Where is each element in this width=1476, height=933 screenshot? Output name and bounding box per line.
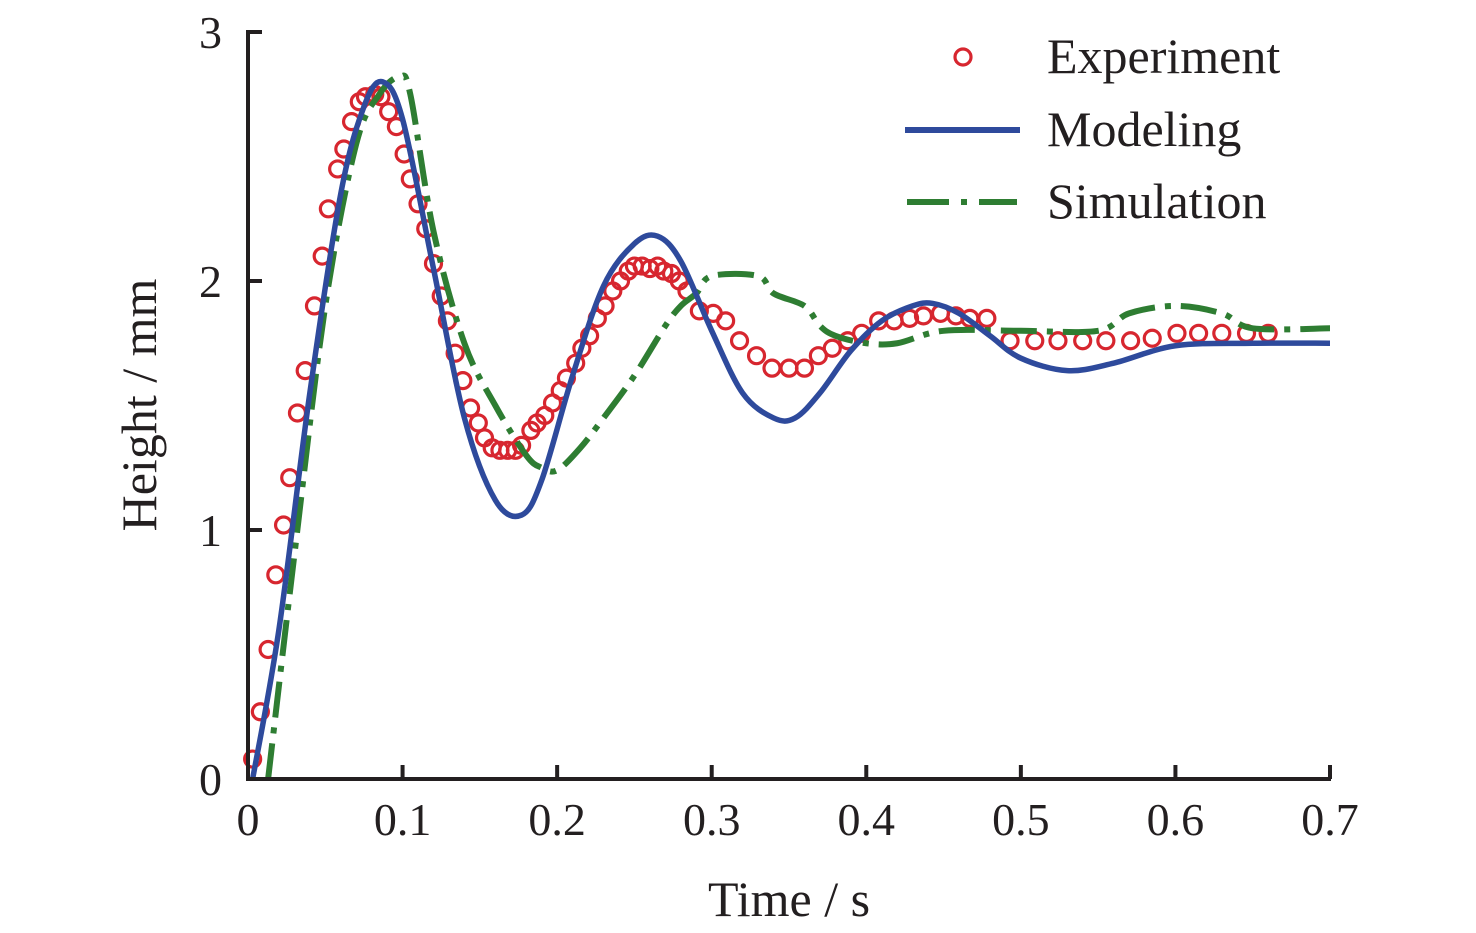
- experiment-point: [1073, 331, 1093, 351]
- y-tick-label: 1: [199, 505, 222, 556]
- x-tick-label: 0.2: [528, 794, 586, 845]
- legend-label-simulation: Simulation: [1047, 173, 1266, 229]
- y-ticks: 0 1 2 3: [199, 7, 262, 805]
- series-simulation: [265, 72, 1331, 780]
- y-tick-label: 2: [199, 256, 222, 307]
- x-tick-label: 0.6: [1147, 794, 1205, 845]
- x-tick-label: 0: [237, 794, 260, 845]
- experiment-point: [794, 358, 815, 378]
- series-modeling: [249, 78, 1331, 780]
- experiment-point: [1025, 331, 1045, 351]
- experiment-point: [899, 308, 920, 328]
- y-axis-label: Height / mm: [111, 279, 167, 532]
- experiment-point: [977, 308, 997, 328]
- legend-label-modeling: Modeling: [1047, 101, 1241, 157]
- experiment-point: [1048, 331, 1068, 351]
- simulation-line: [265, 72, 1331, 780]
- experiment-point: [1121, 331, 1141, 351]
- legend: Experiment Modeling Simulation: [905, 28, 1280, 229]
- series-layer: [243, 72, 1331, 780]
- experiment-point: [822, 338, 842, 358]
- modeling-line: [249, 78, 1331, 780]
- x-axis-label: Time / s: [708, 871, 870, 927]
- x-tick-label: 0.3: [683, 794, 741, 845]
- experiment-point: [746, 346, 767, 366]
- experiment-point: [379, 102, 399, 122]
- x-tick-label: 0.4: [838, 794, 896, 845]
- experiment-point: [1212, 323, 1232, 343]
- y-tick-label: 0: [199, 754, 222, 805]
- x-tick-label: 0.7: [1301, 794, 1359, 845]
- legend-label-experiment: Experiment: [1047, 28, 1280, 84]
- axes: [246, 30, 1331, 781]
- experiment-point: [729, 331, 750, 351]
- experiment-point: [250, 702, 270, 722]
- experiment-point: [1167, 323, 1187, 343]
- experiment-point: [1096, 331, 1116, 351]
- experiment-point: [287, 403, 308, 423]
- y-tick-label: 3: [199, 7, 222, 58]
- experiment-point: [445, 343, 465, 363]
- legend-item-modeling: Modeling: [905, 101, 1241, 157]
- experiment-point: [1142, 328, 1162, 348]
- experiment-point: [273, 515, 294, 535]
- experiment-point: [716, 311, 736, 331]
- x-ticks: 0 0.1 0.2 0.3 0.4 0.5 0.6 0.7: [237, 765, 1359, 845]
- experiment-point: [1189, 323, 1209, 343]
- experiment-point: [318, 199, 338, 219]
- legend-marker-experiment: [953, 47, 973, 67]
- experiment-point: [266, 565, 286, 585]
- experiment-point: [779, 358, 799, 378]
- legend-item-simulation: Simulation: [907, 173, 1266, 229]
- experiment-point: [762, 358, 782, 378]
- x-tick-label: 0.1: [374, 794, 432, 845]
- legend-item-experiment: Experiment: [953, 28, 1280, 84]
- x-tick-label: 0.5: [992, 794, 1050, 845]
